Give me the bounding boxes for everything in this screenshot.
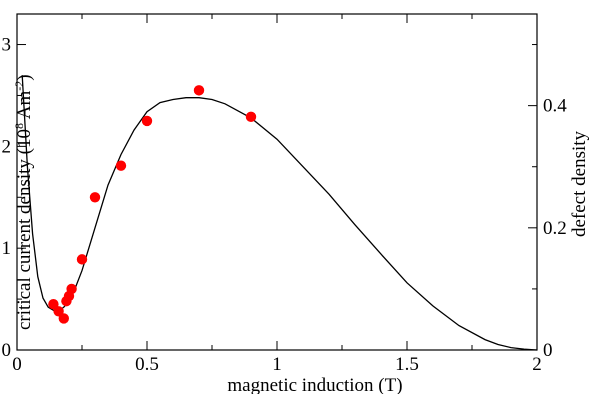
- data-point: [66, 283, 77, 295]
- y-left-tick-label: 0: [2, 340, 12, 361]
- data-point: [193, 85, 205, 96]
- y-right-tick-label: 0.4: [543, 96, 567, 117]
- data-point: [58, 313, 69, 324]
- data-point: [245, 111, 257, 123]
- left-axis-label-suffix: ): [14, 74, 35, 80]
- defect-density-curve: [21, 75, 538, 351]
- y-left-tick-label: 3: [2, 35, 12, 56]
- critical-current-points: [48, 85, 257, 324]
- ticks: [16, 14, 538, 351]
- data-point: [141, 115, 153, 127]
- x-tick-label: 2: [532, 354, 542, 375]
- data-point: [48, 298, 59, 310]
- x-tick-label: 0: [12, 354, 22, 375]
- data-point: [115, 160, 127, 171]
- left-axis-label-mid: Am: [14, 91, 35, 123]
- y-right-tick-label: 0: [543, 340, 553, 361]
- plot-frame: [16, 13, 538, 351]
- left-axis-label-exp1: 8: [12, 123, 26, 129]
- x-axis-label: magnetic induction (T): [227, 375, 402, 394]
- y-left-tick-label: 2: [2, 136, 12, 157]
- x-tick-label: 1.5: [395, 354, 419, 375]
- right-axis-label: defect density: [569, 130, 590, 237]
- left-axis-label-prefix: critical current density (10: [14, 129, 35, 330]
- data-point: [89, 192, 101, 203]
- x-tick-label: 1: [272, 354, 282, 375]
- y-left-tick-label: 1: [2, 238, 12, 259]
- x-tick-label: 0.5: [135, 354, 159, 375]
- left-axis-label: critical current density (108 Am-2): [12, 74, 35, 330]
- left-axis-label-exp2: -2: [12, 81, 26, 91]
- data-point: [53, 306, 64, 317]
- y-right-tick-label: 0.2: [543, 218, 567, 239]
- data-point: [76, 254, 88, 265]
